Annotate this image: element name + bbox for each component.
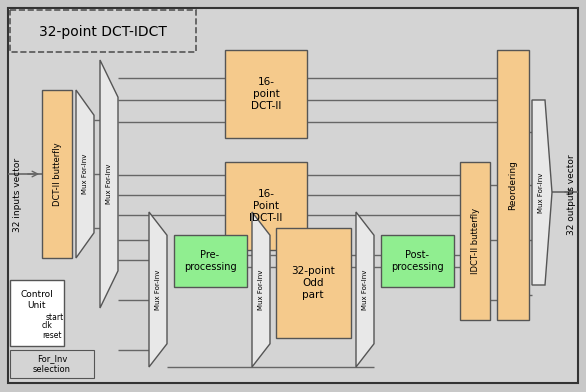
Polygon shape [532,100,552,285]
Polygon shape [76,90,94,258]
Bar [10,350,94,378]
Polygon shape [149,212,167,367]
Text: 32 inputs vector: 32 inputs vector [13,158,22,232]
Polygon shape [100,60,118,308]
Text: reset: reset [42,330,62,339]
Text: Pre-
processing: Pre- processing [183,250,236,272]
Bar [497,50,529,320]
Bar [225,162,307,250]
Text: Post-
processing: Post- processing [391,250,444,272]
Text: 32 outputs vector: 32 outputs vector [567,155,577,235]
Text: start: start [46,312,64,321]
Text: DCT-II butterfly: DCT-II butterfly [53,142,62,206]
Text: Mux For-Inv: Mux For-Inv [362,269,368,310]
Text: For_Inv
selection: For_Inv selection [33,354,71,374]
Text: Reordering: Reordering [509,160,517,210]
Text: Mux For-Inv: Mux For-Inv [258,269,264,310]
Bar [225,50,307,138]
Bar [276,228,351,338]
Text: Mux For-Inv: Mux For-Inv [106,164,112,204]
Text: Control
Unit: Control Unit [21,290,53,310]
Text: clk: clk [42,321,53,330]
Bar [10,10,196,52]
Bar [460,162,490,320]
Polygon shape [252,212,270,367]
Bar [42,90,72,258]
Text: 32-point
Odd
part: 32-point Odd part [291,267,335,299]
Text: 16-
point
DCT-II: 16- point DCT-II [251,77,281,111]
Text: Mux For-Inv: Mux For-Inv [538,172,544,213]
Bar [10,280,64,346]
Text: Mux For-Inv: Mux For-Inv [155,269,161,310]
Bar [381,235,454,287]
Text: 16-
Point
IDCT-II: 16- Point IDCT-II [249,189,282,223]
Text: Mux For-Inv: Mux For-Inv [82,154,88,194]
Text: 32-point DCT-IDCT: 32-point DCT-IDCT [39,25,167,39]
Text: IDCT-II butterfly: IDCT-II butterfly [471,208,479,274]
Bar [174,235,247,287]
Polygon shape [356,212,374,367]
